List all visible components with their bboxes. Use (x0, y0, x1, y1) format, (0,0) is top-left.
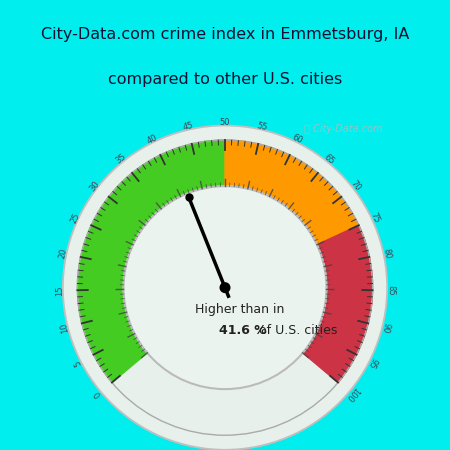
Text: 41.6 %: 41.6 % (220, 324, 267, 337)
Text: 30: 30 (88, 179, 102, 193)
Circle shape (123, 186, 327, 389)
Text: 20: 20 (58, 247, 69, 259)
Text: 25: 25 (69, 211, 81, 225)
Text: 100: 100 (343, 385, 360, 403)
Text: 70: 70 (348, 179, 362, 193)
Text: 10: 10 (59, 321, 70, 334)
Text: of U.S. cities: of U.S. cities (255, 324, 337, 337)
Text: Higher than in: Higher than in (195, 303, 284, 316)
Text: 5: 5 (72, 358, 83, 367)
Text: City-Data.com crime index in Emmetsburg, IA: City-Data.com crime index in Emmetsburg,… (41, 27, 409, 42)
Circle shape (63, 125, 387, 450)
Text: 35: 35 (114, 153, 128, 166)
Wedge shape (303, 225, 373, 382)
Circle shape (220, 283, 230, 292)
Text: 75: 75 (369, 211, 381, 225)
Text: 0: 0 (93, 389, 104, 399)
Text: 40: 40 (146, 133, 159, 145)
Text: 85: 85 (386, 285, 395, 296)
Text: 15: 15 (55, 285, 64, 296)
Text: 55: 55 (256, 121, 268, 132)
Text: ⓘ City-Data.com: ⓘ City-Data.com (304, 124, 382, 134)
Text: 60: 60 (291, 133, 304, 145)
Text: 65: 65 (322, 153, 336, 166)
Text: 80: 80 (381, 247, 392, 259)
Circle shape (64, 127, 386, 448)
Text: 50: 50 (220, 118, 230, 127)
Text: 90: 90 (380, 321, 391, 334)
Wedge shape (225, 140, 359, 245)
Wedge shape (77, 140, 225, 382)
Text: compared to other U.S. cities: compared to other U.S. cities (108, 72, 342, 87)
Text: 95: 95 (366, 356, 379, 369)
Text: 45: 45 (182, 121, 194, 132)
